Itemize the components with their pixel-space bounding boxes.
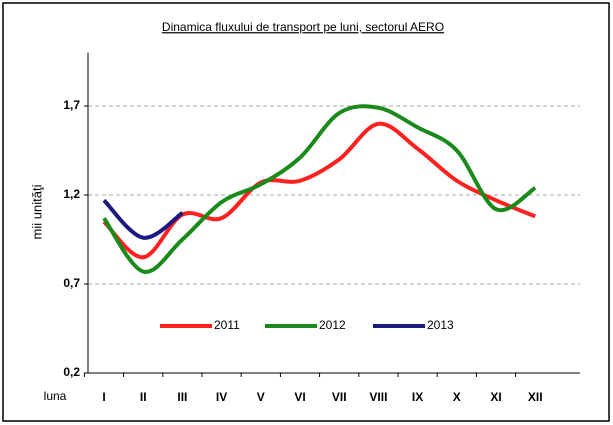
x-tick-label: VII [332,390,347,404]
x-tick-label: VIII [369,390,387,404]
chart-title: Dinamica fluxului de transport pe luni, … [162,20,444,34]
x-tick-label: VI [294,390,305,404]
x-tick-label: II [140,390,147,404]
x-tick-label: X [453,390,461,404]
y-tick-label: 1,2 [63,187,80,201]
x-tick-label: IX [412,390,423,404]
legend-label: 2012 [319,318,346,332]
y-tick-label: 0,2 [63,365,80,379]
series-line [102,198,184,240]
x-tick-label: V [257,390,265,404]
x-tick-label: XII [528,390,543,404]
x-tick-label: I [102,390,105,404]
y-tick-label: 1,7 [63,98,80,112]
legend-label: 2011 [214,318,240,332]
x-axis-label: luna [44,389,67,403]
series-line [102,104,537,274]
y-axis-label: mii unităţi [29,184,44,239]
x-tick-label: III [177,390,187,404]
y-tick-label: 0,7 [63,276,80,290]
x-tick-label: XI [490,390,501,404]
legend-label: 2013 [427,318,454,332]
x-tick-label: IV [216,390,227,404]
